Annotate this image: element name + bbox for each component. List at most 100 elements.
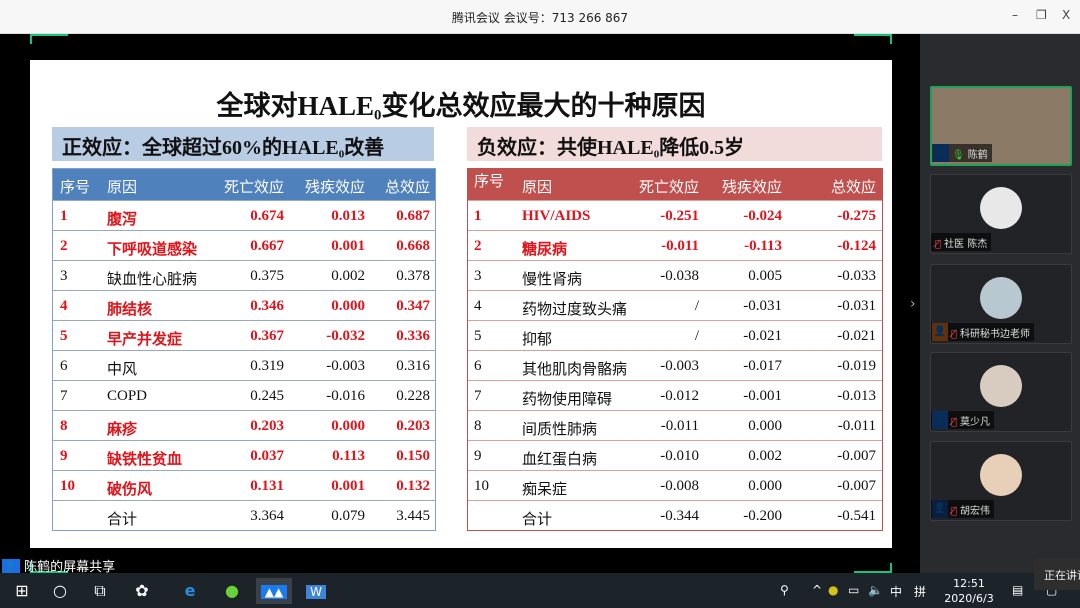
- cell-total: 0.150: [396, 448, 430, 464]
- cell-no: 8: [474, 418, 482, 434]
- table-row: 1 腹泻 0.674 0.013 0.687: [53, 200, 435, 230]
- participant-tile[interactable]: 👤🎙陈鹤: [930, 86, 1072, 166]
- collapse-sidebar-icon[interactable]: ›: [910, 296, 916, 312]
- cell-total: -0.007: [837, 478, 876, 494]
- cell-death: 0.203: [250, 418, 284, 434]
- cell-disab: 0.000: [748, 478, 782, 494]
- cell-cause: 下呼吸道感染: [107, 242, 198, 258]
- cell-death: -0.008: [660, 478, 699, 494]
- tencent-meeting-icon[interactable]: ▲▲: [256, 578, 292, 604]
- muted-mic-icon: 🎙̸: [951, 506, 958, 517]
- participant-tile[interactable]: 👤🎙̸科研秘书边老师: [930, 264, 1072, 344]
- share-label: 陈鹤的屏幕共享: [24, 560, 116, 575]
- cell-total: 0.132: [396, 478, 430, 494]
- cell-death: 0.667: [250, 238, 284, 254]
- cell-disab: 0.001: [331, 238, 365, 254]
- ime-pinyin[interactable]: 拼: [914, 585, 927, 599]
- cell-death: -0.011: [661, 238, 699, 254]
- avatar: [980, 365, 1022, 407]
- task-view-icon[interactable]: ⧉: [94, 581, 106, 600]
- minimize-button[interactable]: –: [1012, 8, 1018, 22]
- cell-total: 0.378: [396, 268, 430, 284]
- close-button[interactable]: X: [1062, 8, 1071, 22]
- app-icon[interactable]: ✿: [135, 581, 149, 600]
- negative-effect-table: 序号 原因 死亡效应 残疾效应 总效应 1 HIV/AIDS -0.251 -0.024 -0.2…: [467, 168, 883, 531]
- wps-icon[interactable]: W: [298, 578, 334, 604]
- cell-total: -0.021: [837, 328, 876, 344]
- cell-cause: 慢性肾病: [522, 272, 583, 288]
- cell-cause: 破伤风: [107, 482, 153, 498]
- edge-browser-icon[interactable]: e: [184, 581, 196, 600]
- cell-disab: 0.079: [331, 508, 365, 524]
- table-row: 5 早产并发症 0.367 -0.032 0.336: [53, 320, 435, 350]
- participant-tile[interactable]: 🎙̸ 社医 陈杰: [930, 174, 1072, 254]
- cell-total: -0.275: [837, 208, 876, 224]
- security-app-icon[interactable]: ●: [828, 583, 839, 597]
- clock[interactable]: 12:51 2020/6/3: [944, 577, 994, 605]
- positive-effect-table: 序号 原因 死亡效应 残疾效应 总效应 1 腹泻 0.674 0.013 0.687 2 下呼吸道感染…: [52, 168, 436, 531]
- table-row: 合计 -0.344 -0.200 -0.541: [468, 500, 882, 530]
- cell-total: 3.445: [396, 508, 430, 524]
- cell-no: 8: [60, 418, 68, 434]
- column-header: 残疾效应: [721, 180, 782, 196]
- cell-cause: 药物过度致头痛: [522, 302, 628, 318]
- slide: 全球对HALE0变化总效应最大的十种原因 正效应：全球超过60%的HALE0改善…: [30, 60, 892, 548]
- cell-death: -0.344: [660, 508, 699, 524]
- search-icon[interactable]: ○: [53, 581, 67, 600]
- participant-tile[interactable]: 👤🎙̸莫少凡: [930, 352, 1072, 432]
- cell-disab: 0.002: [331, 268, 365, 284]
- cell-total: 0.687: [396, 208, 430, 224]
- cell-disab: 0.113: [332, 448, 365, 464]
- column-header: 原因: [107, 180, 138, 196]
- cell-total: 0.668: [396, 238, 430, 254]
- volume-icon[interactable]: 🔈: [868, 583, 883, 597]
- title-bar: 腾讯会议 会议号：713 266 867 – ❐ X: [0, 0, 1080, 34]
- cell-disab: -0.003: [326, 358, 365, 374]
- muted-mic-icon: 🎙̸: [951, 329, 958, 340]
- cell-cause: 糖尿病: [522, 242, 568, 258]
- cell-disab: 0.001: [331, 478, 365, 494]
- muted-mic-icon: 🎙̸: [951, 417, 958, 428]
- frame-corner: [854, 563, 892, 573]
- notes-icon[interactable]: ▤: [1012, 583, 1024, 597]
- cell-death: -0.010: [660, 448, 699, 464]
- window-title: 腾讯会议 会议号：713 266 867: [451, 11, 629, 25]
- cell-cause: 抑郁: [522, 332, 553, 348]
- show-hidden-icons-icon[interactable]: ^: [812, 583, 823, 597]
- cell-disab: -0.021: [743, 328, 782, 344]
- battery-icon[interactable]: ▭: [848, 583, 860, 597]
- cell-disab: 0.005: [748, 268, 782, 284]
- cell-disab: -0.016: [326, 388, 365, 404]
- cell-total: -0.031: [837, 298, 876, 314]
- cell-disab: 0.013: [331, 208, 365, 224]
- cell-no: 10: [60, 478, 75, 494]
- participant-tile[interactable]: 👤🎙̸胡宏伟: [930, 441, 1072, 521]
- avatar: [980, 454, 1022, 496]
- mic-icon: 🎙: [952, 150, 965, 161]
- notification-icon[interactable]: ▢: [1046, 583, 1058, 597]
- wechat-icon[interactable]: ●: [225, 581, 239, 600]
- table-row: 8 麻疹 0.203 0.000 0.203: [53, 410, 435, 440]
- table-row: 7 药物使用障碍 -0.012 -0.001 -0.013: [468, 380, 882, 410]
- cell-total: 0.316: [396, 358, 430, 374]
- muted-mic-icon: 🎙̸: [935, 239, 942, 250]
- restore-button[interactable]: ❐: [1036, 8, 1047, 22]
- cell-disab: 0.002: [748, 448, 782, 464]
- column-header: 总效应: [384, 180, 430, 196]
- table-row: 10 痴呆症 -0.008 0.000 -0.007: [468, 470, 882, 500]
- avatar: [980, 187, 1022, 229]
- cell-total: 0.203: [396, 418, 430, 434]
- windows-start-icon[interactable]: ⊞: [15, 581, 29, 600]
- cell-death: 0.375: [250, 268, 284, 284]
- cell-disab: 0.000: [331, 298, 365, 314]
- cell-cause: HIV/AIDS: [522, 208, 591, 224]
- negative-effect-subtitle: 负效应：共使HALE0降低0.5岁: [467, 127, 882, 161]
- participant-name: 社医 陈杰: [944, 239, 988, 250]
- people-icon[interactable]: ⚲: [780, 583, 789, 597]
- participant-name-tag: 🎙 陈鹤: [932, 144, 992, 162]
- cell-death: -0.038: [660, 268, 699, 284]
- cell-no: 9: [60, 448, 68, 464]
- cell-no: 2: [474, 238, 482, 254]
- user-icon: 👤: [2, 558, 20, 577]
- ime-mode[interactable]: 中: [890, 585, 903, 599]
